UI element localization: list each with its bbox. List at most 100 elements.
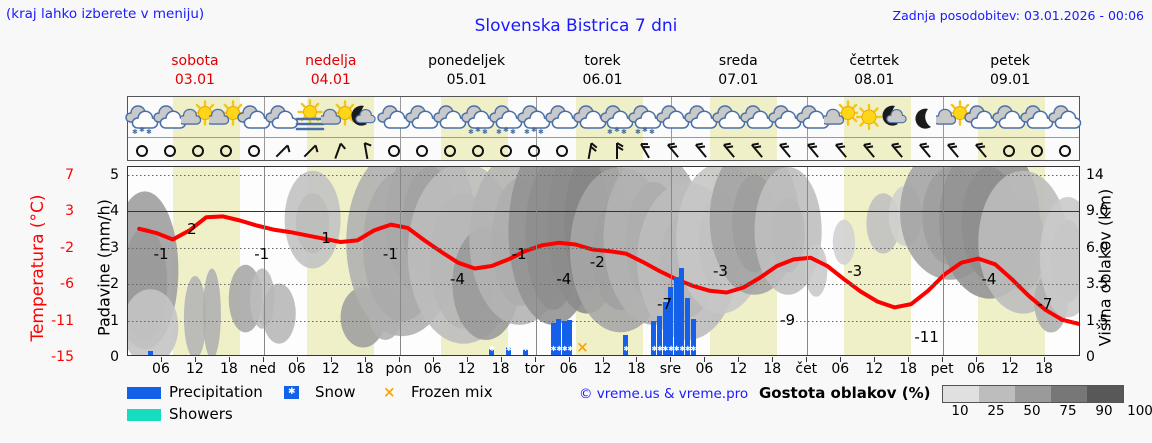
time-tick-label: 06 bbox=[967, 361, 985, 377]
time-tick-label: ned bbox=[249, 361, 277, 377]
cloud-icon bbox=[153, 98, 187, 136]
temperature-annotation: -1 bbox=[511, 245, 527, 264]
day-separator bbox=[943, 97, 945, 160]
horizontal-gridline bbox=[128, 175, 1079, 176]
showers-legend-label: Showers bbox=[169, 405, 233, 423]
precipitation-bar bbox=[673, 276, 679, 355]
temperature-annotation: -4 bbox=[981, 270, 997, 288]
temperature-annotation: -7 bbox=[1037, 294, 1053, 313]
precipitation-bar bbox=[668, 287, 674, 355]
time-tick-label: 06 bbox=[559, 361, 578, 377]
copyright-link[interactable]: © vreme.us & vreme.pro bbox=[579, 386, 749, 402]
svg-text:✱: ✱ bbox=[503, 126, 509, 134]
time-tick-label: sre bbox=[659, 361, 682, 377]
wind-barb bbox=[181, 138, 215, 161]
cloud-icon bbox=[1020, 98, 1054, 136]
wind-barb bbox=[1048, 138, 1082, 161]
temperature-annotation: 1 bbox=[321, 228, 331, 247]
time-tick bbox=[296, 357, 298, 362]
precipitation-tick: 2 bbox=[110, 276, 119, 293]
day-name: nedelja bbox=[305, 53, 357, 69]
snow-marker: ✱ bbox=[522, 345, 529, 353]
snow-marker: ✱ bbox=[662, 345, 669, 353]
wind-barb bbox=[153, 138, 187, 161]
sun-fog-icon bbox=[293, 98, 327, 136]
time-tick bbox=[942, 357, 944, 362]
wind-barb bbox=[517, 138, 551, 161]
day-column-petek: petek 09.01 bbox=[942, 52, 1078, 90]
time-tick-label: 12 bbox=[729, 361, 748, 377]
snow-marker: ✱ bbox=[505, 345, 512, 353]
time-tick bbox=[466, 357, 468, 362]
snow-marker: ✱ bbox=[561, 345, 568, 353]
time-tick bbox=[670, 357, 672, 362]
cloud-icon bbox=[1048, 98, 1082, 136]
cloud-density-legend-title: Gostota oblakov (%) bbox=[759, 384, 931, 402]
svg-text:✱: ✱ bbox=[649, 128, 655, 136]
svg-text:✱: ✱ bbox=[614, 126, 620, 134]
horizontal-gridline bbox=[128, 284, 1079, 286]
cloud-icon bbox=[404, 98, 439, 136]
wind-barb bbox=[824, 138, 858, 161]
cloud-icon bbox=[964, 98, 998, 136]
time-tick-label: 12 bbox=[186, 361, 204, 377]
day-name: sreda bbox=[718, 53, 758, 69]
time-tick-label: 18 bbox=[763, 361, 782, 377]
precipitation-bar bbox=[690, 319, 696, 355]
temperature-tick: -11 bbox=[51, 312, 74, 329]
day-date: 08.01 bbox=[854, 72, 895, 88]
snow-marker: ✱ bbox=[623, 345, 630, 353]
time-tick bbox=[636, 357, 638, 362]
snow-marker: ✱ bbox=[550, 345, 557, 353]
time-tick bbox=[228, 357, 230, 362]
wind-barb bbox=[265, 138, 299, 161]
time-tick-label: 06 bbox=[152, 361, 170, 377]
day-gridline bbox=[807, 167, 809, 355]
time-tick-label: 12 bbox=[1001, 361, 1019, 377]
showers-swatch bbox=[127, 409, 161, 421]
snow-marker: ✱ bbox=[489, 345, 495, 353]
cloud-icon bbox=[572, 98, 607, 136]
precipitation-bar bbox=[623, 335, 629, 355]
wind-barb bbox=[628, 138, 662, 161]
wind-barb bbox=[125, 138, 159, 161]
time-tick-label: 12 bbox=[457, 361, 476, 377]
density-tick-label: 90 bbox=[1095, 403, 1113, 419]
precipitation-bar bbox=[147, 351, 153, 355]
time-tick bbox=[568, 357, 570, 362]
cloud-height-tick: 3.5 bbox=[1086, 276, 1109, 293]
strip-divider bbox=[128, 137, 1079, 138]
horizontal-gridline bbox=[128, 320, 1079, 322]
day-name: petek bbox=[990, 53, 1030, 69]
cloud-snow-icon: ✱ ✱ ✱ bbox=[460, 98, 495, 136]
forecast-plot-area[interactable]: ✱ ✱ ✱ ✱ ✱ ✱ ✱ × ✱ ✱ ✱ ✱ ✱ ✱ ✱ ✱ ✱ -1 2 -1 1 -1 -4 -1 -4 -2 -7 -3 -9-… bbox=[127, 166, 1080, 356]
cloud-snow-icon: ✱ ✱ ✱ bbox=[600, 98, 634, 136]
time-tick-label: čet bbox=[795, 361, 818, 377]
time-axis: 06 12 18 ned 06 12 18 pon 06 12 18 tor 06 12 18 sre 06 12… bbox=[127, 357, 1080, 379]
time-tick-label: tor bbox=[524, 361, 545, 377]
precipitation-tick: 0 bbox=[110, 349, 119, 365]
snow-legend-label: Snow bbox=[315, 383, 356, 401]
svg-text:✱: ✱ bbox=[524, 128, 530, 136]
time-tick-label: pet bbox=[930, 361, 954, 377]
density-tick-label: 10 bbox=[951, 403, 969, 419]
temperature-annotation: -1 bbox=[382, 245, 398, 264]
wind-barb bbox=[600, 138, 634, 161]
moon-cloud-icon bbox=[880, 98, 914, 136]
wind-barb bbox=[405, 138, 439, 161]
location-menu-hint[interactable]: (kraj lahko izberete v meniju) bbox=[6, 6, 205, 22]
wind-barb bbox=[852, 138, 886, 161]
frozen-mix-legend-label: Frozen mix bbox=[411, 383, 493, 401]
wind-barb bbox=[461, 138, 495, 161]
time-tick bbox=[1010, 357, 1012, 362]
snow-marker: ✱ bbox=[567, 345, 574, 353]
day-column-torek: torek 06.01 bbox=[535, 52, 671, 90]
temperature-annotation: -7 bbox=[657, 294, 672, 313]
temperature-annotation: -3 bbox=[712, 261, 728, 280]
sun-icon bbox=[852, 98, 886, 136]
time-tick-label: 18 bbox=[627, 361, 646, 377]
day-date: 03.01 bbox=[174, 72, 215, 88]
time-tick-label: 18 bbox=[899, 361, 918, 377]
wind-barb bbox=[964, 138, 998, 161]
temperature-annotation: -1 bbox=[254, 245, 270, 264]
